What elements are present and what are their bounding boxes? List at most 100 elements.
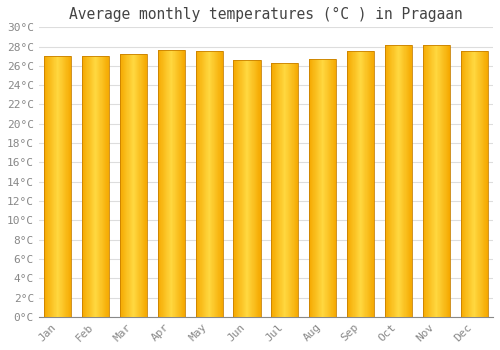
Bar [401,45,402,317]
Bar [160,50,161,317]
Bar [295,63,296,317]
Bar [362,51,364,317]
Bar [257,60,258,317]
Bar [464,51,465,317]
Bar [367,51,368,317]
Bar [460,51,488,317]
Bar [423,45,424,317]
Bar [45,56,46,317]
Bar [477,51,478,317]
Bar [171,50,172,317]
Bar [463,51,464,317]
Bar [132,54,133,317]
Bar [433,45,434,317]
Bar [335,59,336,317]
Bar [485,51,486,317]
Bar [52,56,53,317]
Bar [84,56,85,317]
Bar [216,51,217,317]
Bar [236,60,237,317]
Bar [272,63,273,317]
Bar [334,59,335,317]
Bar [448,45,449,317]
Bar [427,45,428,317]
Bar [120,54,121,317]
Bar [312,59,313,317]
Bar [238,60,239,317]
Bar [53,56,54,317]
Bar [402,45,403,317]
Bar [120,54,147,317]
Bar [159,50,160,317]
Bar [121,54,122,317]
Bar [276,63,277,317]
Bar [350,51,351,317]
Bar [470,51,471,317]
Bar [287,63,288,317]
Bar [390,45,391,317]
Bar [163,50,164,317]
Bar [358,51,359,317]
Bar [68,56,69,317]
Bar [63,56,64,317]
Bar [211,51,212,317]
Bar [144,54,145,317]
Bar [103,56,104,317]
Bar [251,60,252,317]
Bar [95,56,96,317]
Bar [82,56,83,317]
Bar [392,45,393,317]
Bar [475,51,476,317]
Bar [465,51,466,317]
Bar [252,60,253,317]
Bar [277,63,278,317]
Bar [449,45,450,317]
Bar [162,50,163,317]
Bar [201,51,202,317]
Bar [82,56,109,317]
Bar [158,50,159,317]
Bar [146,54,147,317]
Bar [54,56,55,317]
Bar [484,51,485,317]
Bar [122,54,123,317]
Bar [128,54,129,317]
Bar [292,63,293,317]
Bar [472,51,473,317]
Bar [476,51,477,317]
Bar [408,45,409,317]
Bar [210,51,211,317]
Bar [47,56,48,317]
Bar [479,51,480,317]
Bar [285,63,286,317]
Bar [396,45,397,317]
Bar [364,51,365,317]
Bar [425,45,426,317]
Bar [473,51,474,317]
Bar [214,51,215,317]
Bar [67,56,68,317]
Bar [368,51,370,317]
Bar [356,51,357,317]
Bar [46,56,47,317]
Bar [330,59,331,317]
Bar [467,51,468,317]
Bar [255,60,256,317]
Bar [169,50,170,317]
Bar [399,45,400,317]
Bar [273,63,274,317]
Bar [99,56,100,317]
Bar [178,50,179,317]
Bar [333,59,334,317]
Bar [388,45,389,317]
Bar [173,50,174,317]
Bar [387,45,388,317]
Bar [409,45,410,317]
Bar [86,56,87,317]
Bar [175,50,176,317]
Bar [100,56,101,317]
Bar [124,54,126,317]
Bar [60,56,61,317]
Bar [180,50,181,317]
Bar [271,63,298,317]
